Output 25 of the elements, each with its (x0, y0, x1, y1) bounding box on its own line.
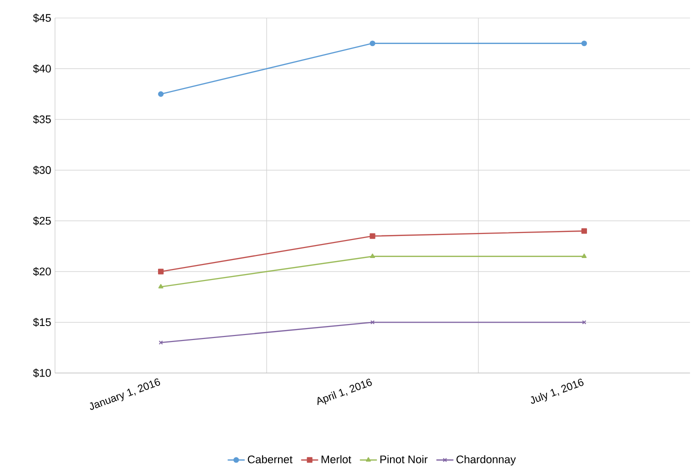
y-tick-label: $45 (33, 14, 51, 22)
point (582, 254, 587, 258)
point (581, 228, 587, 234)
x-tick-label: April 1, 2016 (318, 378, 372, 406)
point (581, 40, 587, 46)
point (158, 268, 164, 274)
point (370, 320, 375, 324)
legend-label: Cabernet (248, 455, 292, 464)
point (158, 91, 164, 97)
point (370, 40, 376, 46)
point (370, 233, 376, 239)
y-tick-label: $40 (33, 64, 51, 74)
y-tick-label: $25 (33, 216, 51, 226)
y-tick-label: $30 (33, 166, 51, 175)
y-tick-label: $15 (33, 318, 51, 327)
x-tick-label: January 1, 2016 (90, 378, 160, 410)
point (158, 284, 164, 288)
legend-label: Pinot Noir (380, 455, 428, 464)
point (370, 254, 375, 258)
y-tick-label: $35 (33, 114, 51, 124)
y-tick-label: $20 (33, 267, 51, 276)
legend-label: Merlot (322, 455, 352, 464)
y-tick-label: $10 (33, 368, 51, 378)
x-tick-label: July 1, 2016 (530, 378, 584, 404)
legend-label: Chardonnay (456, 455, 516, 466)
